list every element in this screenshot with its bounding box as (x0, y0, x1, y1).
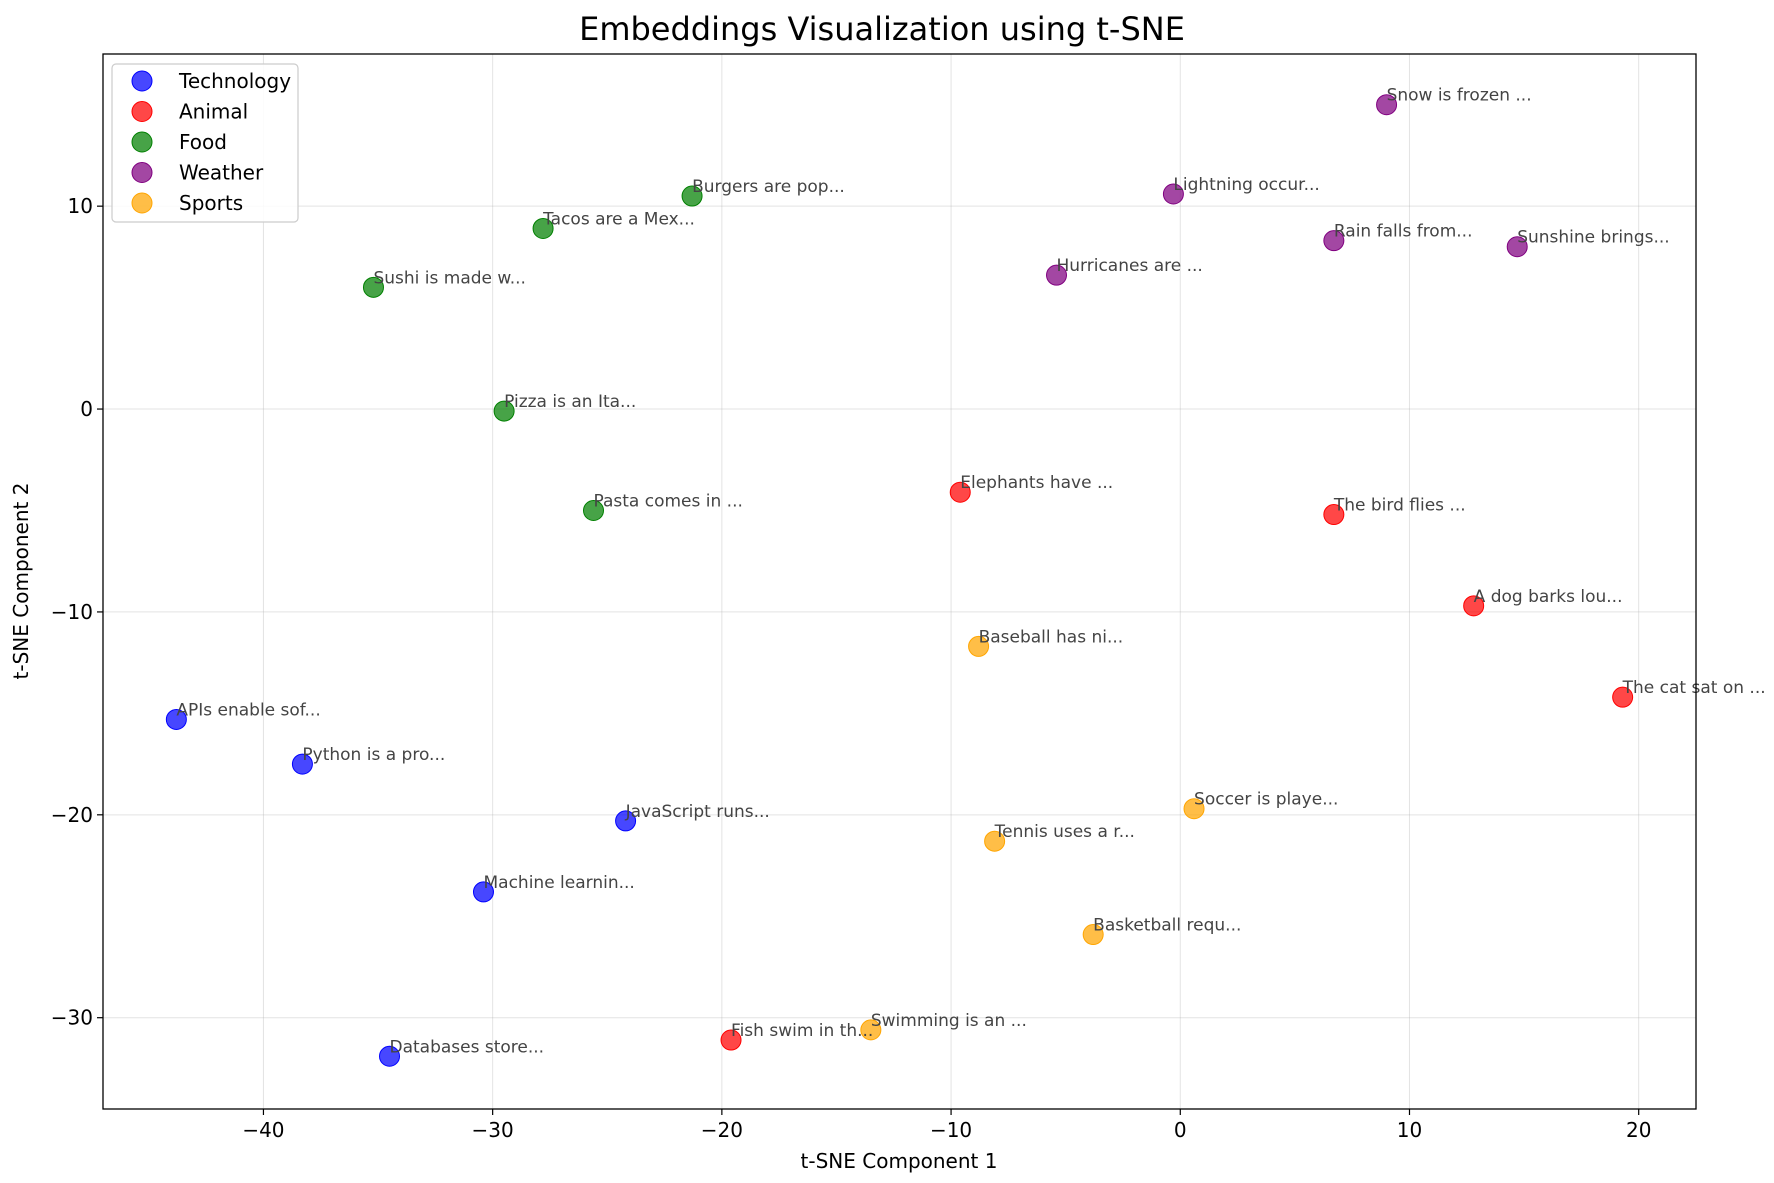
point-label: A dog barks lou... (1474, 587, 1623, 607)
data-point (362, 276, 384, 298)
data-point (1612, 686, 1634, 708)
point-label: Pizza is an Ita... (504, 392, 636, 412)
legend-marker (131, 131, 153, 153)
data-point (1323, 230, 1345, 252)
data-point (1323, 504, 1345, 526)
grid-lines (103, 54, 1696, 1109)
data-point (949, 481, 971, 503)
legend-label: Animal (179, 100, 248, 124)
data-point (493, 400, 515, 422)
data-point (291, 753, 313, 775)
data-point (968, 635, 990, 657)
x-axis-ticks: −40 −30 −20 −10 0 10 20 (242, 1109, 1651, 1142)
legend-label: Sports (179, 191, 243, 215)
legend: Technology Animal Food Weather Sports (111, 63, 299, 223)
data-point (1046, 264, 1068, 286)
data-point (1506, 236, 1528, 258)
data-point (860, 1019, 882, 1041)
x-tick-label: 10 (1397, 1118, 1422, 1142)
data-point (1082, 924, 1104, 946)
plot-frame (102, 53, 1697, 1110)
legend-marker (131, 101, 153, 122)
legend-marker (131, 70, 153, 92)
point-label: The bird flies ... (1333, 496, 1466, 516)
point-label: Elephants have ... (960, 473, 1113, 493)
x-axis-label: t-SNE Component 1 (801, 1149, 998, 1173)
legend-marker (131, 192, 153, 214)
data-point (379, 1045, 401, 1067)
data-point (615, 810, 637, 832)
point-label: Soccer is playe... (1194, 790, 1338, 810)
point-label: Hurricanes are ... (1057, 256, 1203, 276)
legend-label: Weather (179, 161, 264, 185)
x-tick-label: −20 (701, 1118, 743, 1142)
chart-title: Embeddings Visualization using t-SNE (579, 10, 1185, 48)
data-point (165, 708, 187, 730)
point-labels: APIs enable sof... Python is a pro... Java… (176, 86, 1765, 1058)
y-tick-label: −10 (51, 600, 93, 624)
x-tick-label: 0 (1174, 1118, 1187, 1142)
point-label: Basketball requ... (1093, 916, 1241, 936)
x-tick-label: 20 (1626, 1118, 1651, 1142)
point-label: The cat sat on ... (1622, 678, 1766, 698)
data-point (1162, 183, 1184, 205)
point-label: Machine learnin... (483, 873, 634, 893)
data-point (1463, 595, 1485, 617)
point-label: Sunshine brings... (1517, 228, 1669, 248)
data-point (532, 217, 554, 239)
point-label: Tacos are a Mex... (542, 209, 695, 229)
data-point (681, 185, 703, 207)
x-tick-label: −30 (472, 1118, 514, 1142)
point-label: Swimming is an ... (871, 1011, 1027, 1031)
data-point (720, 1029, 742, 1051)
point-label: Rain falls from... (1334, 222, 1473, 242)
y-tick-label: 0 (80, 397, 93, 421)
legend-label: Technology (178, 69, 291, 93)
point-label: Baseball has ni... (979, 627, 1124, 647)
point-label: Snow is frozen ... (1387, 86, 1532, 106)
y-tick-label: −30 (51, 1006, 93, 1030)
data-point (472, 881, 494, 903)
data-point (583, 499, 605, 521)
point-label: Python is a pro... (302, 745, 445, 765)
point-label: APIs enable sof... (176, 700, 320, 720)
point-label: Pasta comes in ... (594, 491, 743, 511)
point-label: JavaScript runs... (625, 802, 770, 822)
data-points (165, 94, 1634, 1067)
point-label: Sushi is made w... (373, 268, 526, 288)
point-label: Lightning occur... (1173, 175, 1319, 195)
point-label: Databases store... (390, 1037, 545, 1057)
y-tick-label: −20 (51, 803, 93, 827)
legend-box (111, 63, 299, 223)
legend-label: Food (179, 130, 227, 154)
data-point (1376, 94, 1398, 116)
x-tick-label: −40 (242, 1118, 284, 1142)
point-label: Burgers are pop... (692, 177, 845, 197)
y-axis-label: t-SNE Component 2 (9, 483, 33, 680)
point-label: Fish swim in th... (731, 1021, 873, 1041)
legend-marker (131, 162, 153, 183)
y-axis-ticks: −30 −20 −10 0 10 (51, 194, 103, 1030)
x-tick-label: −10 (930, 1118, 972, 1142)
point-label: Tennis uses a r... (994, 822, 1135, 842)
data-point (984, 830, 1006, 852)
data-point (1183, 798, 1205, 820)
y-tick-label: 10 (68, 194, 93, 218)
